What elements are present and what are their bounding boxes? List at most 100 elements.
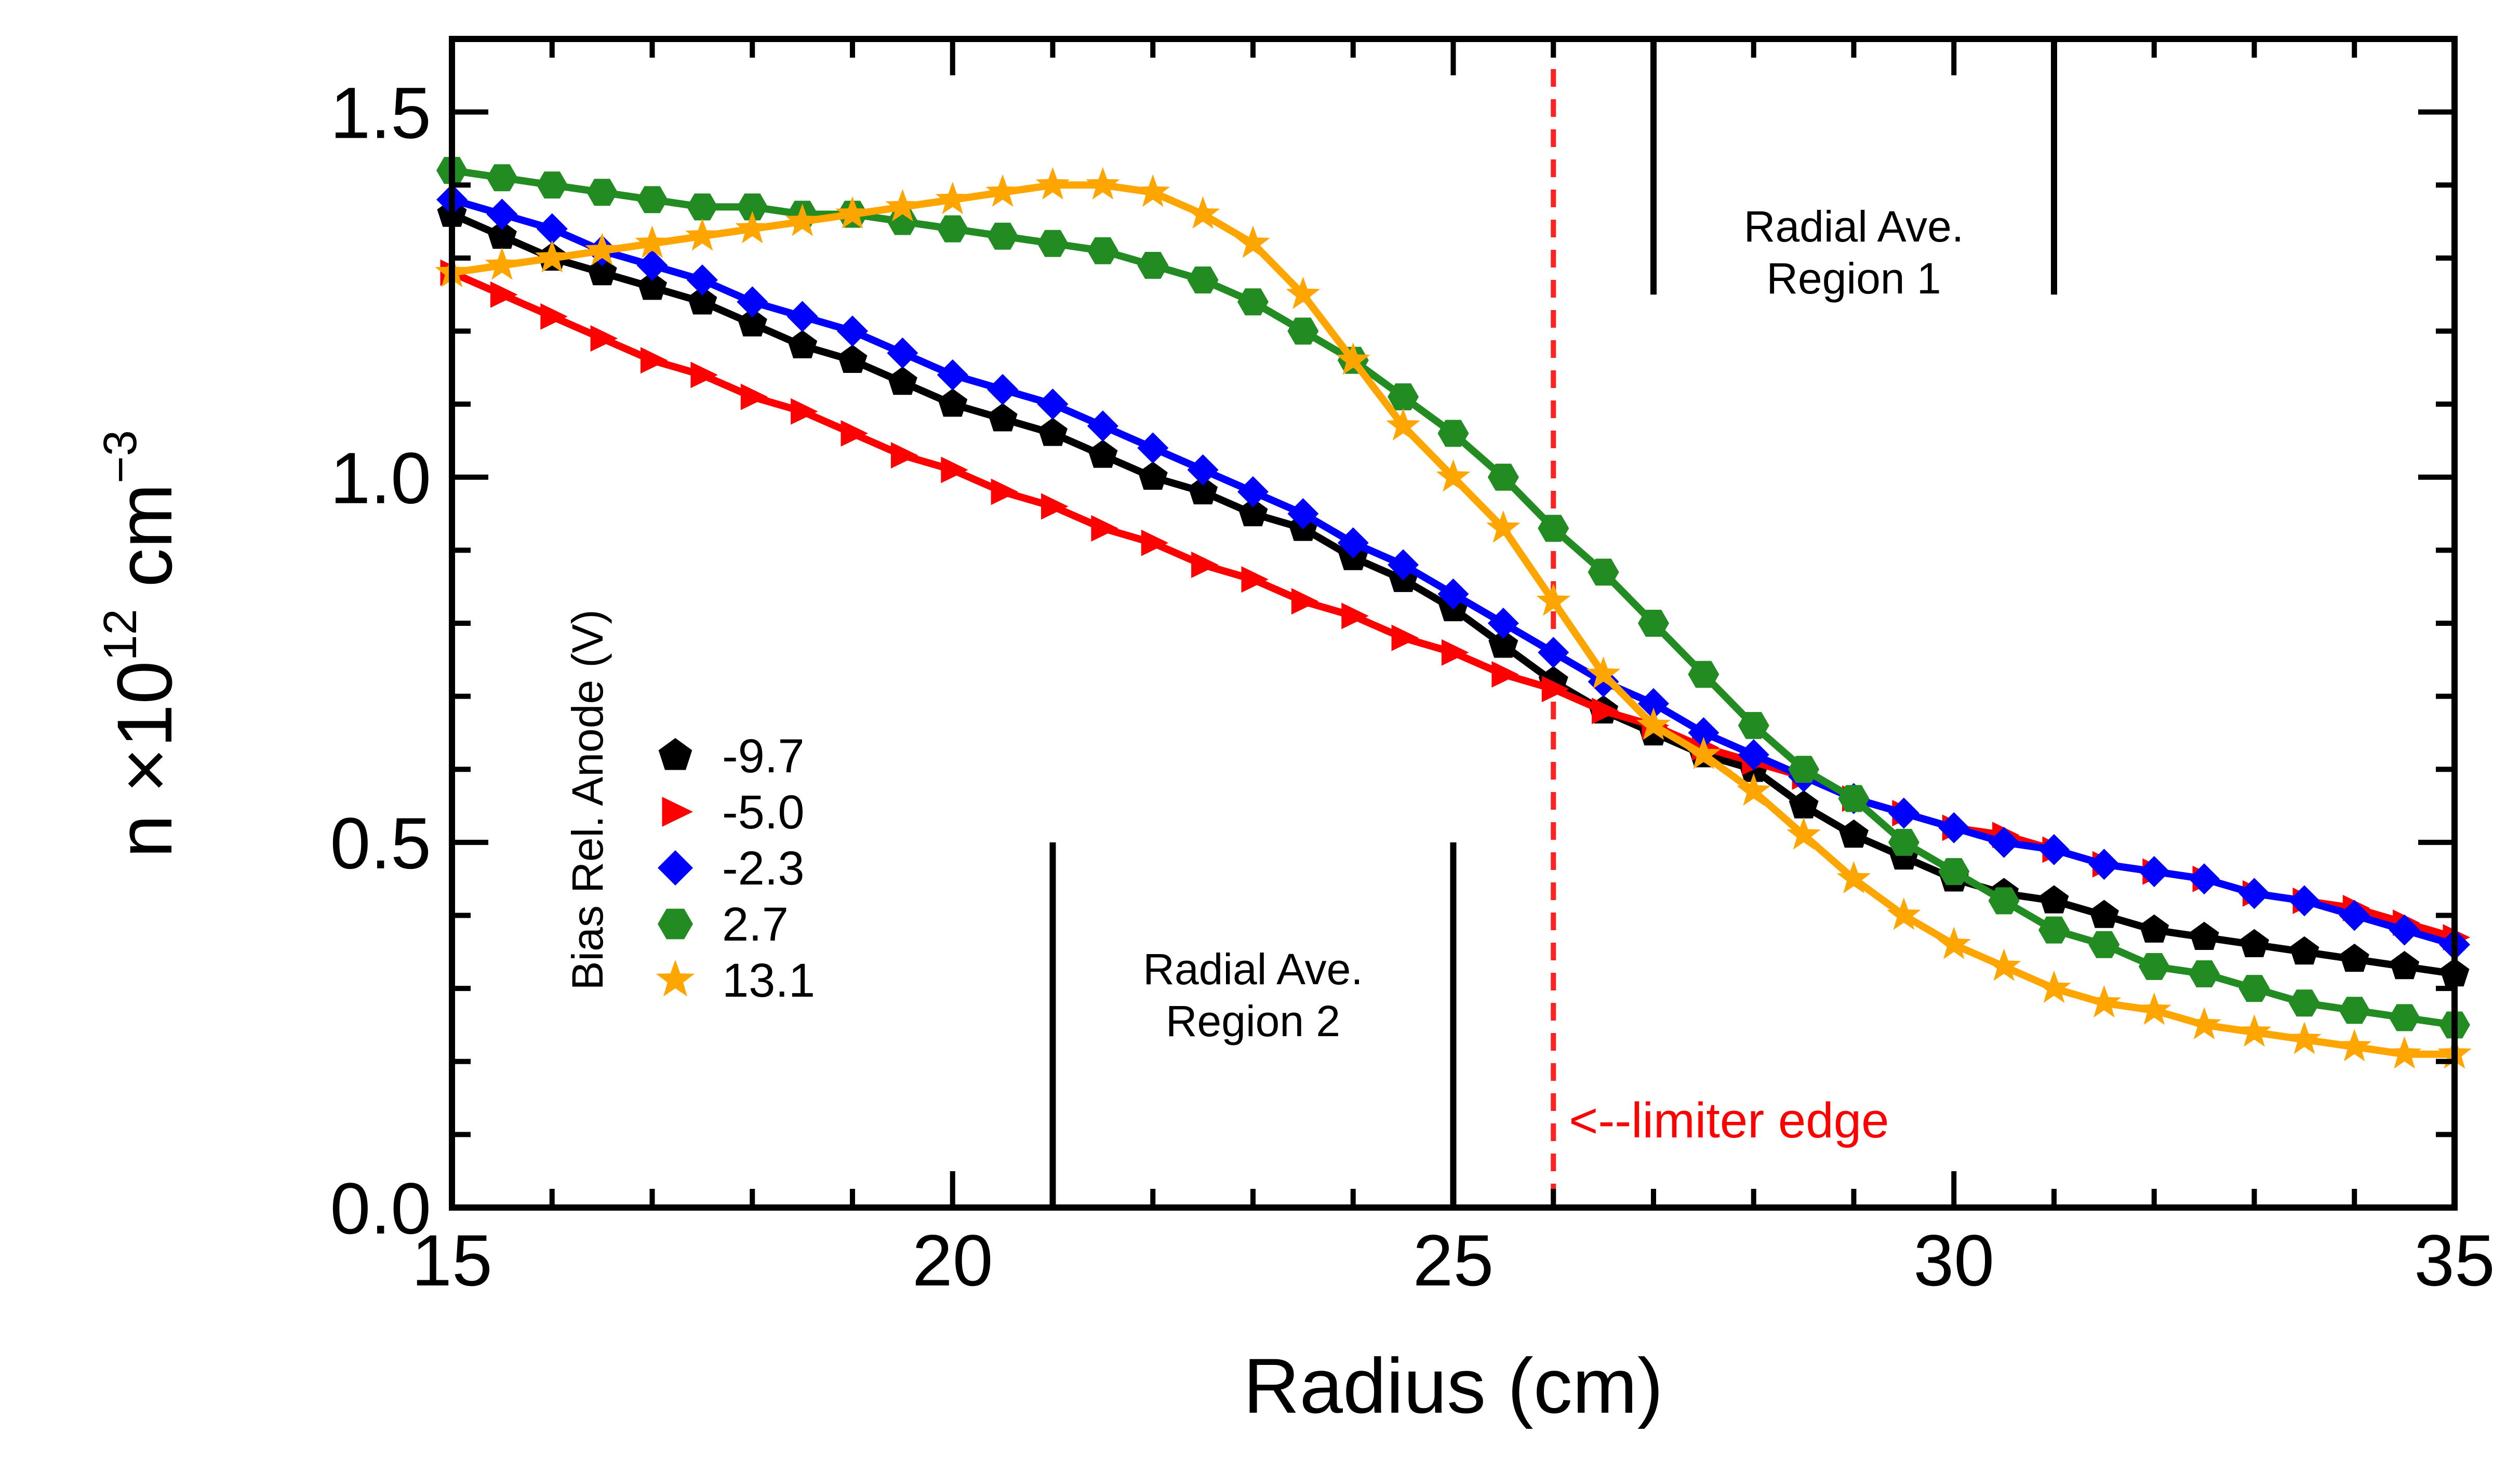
data-point bbox=[636, 249, 668, 281]
region1-label-line2: Region 1 bbox=[1766, 254, 1941, 303]
data-point bbox=[1286, 276, 1321, 310]
data-point bbox=[1436, 459, 1471, 492]
data-point bbox=[586, 179, 618, 206]
data-point bbox=[785, 204, 820, 236]
series--2.3 bbox=[436, 184, 2470, 960]
region2-label-line2: Region 2 bbox=[1166, 997, 1340, 1046]
data-point bbox=[837, 315, 868, 347]
data-point bbox=[841, 420, 868, 447]
data-point bbox=[2038, 834, 2070, 865]
x-tick-label: 15 bbox=[411, 1219, 492, 1301]
data-point bbox=[2239, 929, 2269, 957]
region1-label-line1: Radial Ave. bbox=[1744, 202, 1964, 251]
data-point bbox=[1386, 408, 1420, 441]
data-point bbox=[587, 257, 617, 286]
data-point bbox=[690, 361, 718, 388]
data-point bbox=[2189, 960, 2220, 987]
data-point bbox=[1788, 756, 1820, 783]
legend-marker bbox=[656, 959, 695, 997]
data-point bbox=[2337, 1029, 2372, 1062]
data-point bbox=[987, 222, 1019, 250]
data-point bbox=[1341, 602, 1369, 629]
y-tick-label: 1.5 bbox=[330, 72, 431, 154]
y-axis-title-unit-exponent: −3 bbox=[95, 430, 146, 484]
data-point bbox=[1337, 527, 1369, 559]
data-point bbox=[2238, 878, 2270, 909]
legend-marker bbox=[658, 738, 692, 770]
data-point bbox=[1888, 797, 1919, 829]
data-point bbox=[2389, 914, 2420, 946]
data-point bbox=[2389, 1004, 2420, 1031]
data-point bbox=[637, 272, 667, 300]
data-point bbox=[786, 301, 818, 332]
data-point bbox=[2287, 1022, 2322, 1054]
data-point bbox=[1738, 739, 1769, 771]
data-point bbox=[941, 457, 968, 484]
data-point bbox=[988, 403, 1018, 432]
y-tick-label: 0.5 bbox=[330, 802, 431, 884]
data-point bbox=[1086, 167, 1120, 200]
data-point bbox=[1437, 420, 1469, 447]
data-point bbox=[490, 281, 518, 308]
data-point bbox=[1287, 317, 1319, 345]
legend: -9.7-5.0-2.32.713.1 bbox=[656, 730, 815, 1007]
data-point bbox=[1937, 927, 1971, 959]
data-point bbox=[1442, 639, 1469, 666]
data-point bbox=[1688, 661, 1719, 688]
data-point bbox=[1187, 454, 1219, 486]
limiter-edge-label: <--limiter edge bbox=[1569, 1093, 1889, 1148]
data-point bbox=[1091, 515, 1118, 542]
data-point bbox=[1287, 498, 1319, 530]
data-point bbox=[1938, 858, 1970, 886]
data-point bbox=[635, 225, 670, 258]
data-point bbox=[737, 286, 768, 318]
data-point bbox=[1238, 498, 1268, 527]
data-point bbox=[1491, 661, 1519, 688]
data-point bbox=[887, 366, 917, 395]
data-point bbox=[2339, 997, 2370, 1024]
data-point bbox=[1035, 167, 1070, 200]
data-point bbox=[2288, 989, 2320, 1017]
data-point bbox=[486, 164, 518, 192]
region-markers bbox=[1049, 39, 2057, 1208]
data-point bbox=[1391, 624, 1419, 651]
data-point bbox=[2137, 992, 2171, 1025]
data-point bbox=[1136, 174, 1170, 207]
data-point bbox=[2187, 1007, 2221, 1040]
data-point bbox=[2087, 985, 2122, 1018]
data-point bbox=[1037, 388, 1069, 420]
data-point bbox=[737, 308, 767, 337]
data-point bbox=[2138, 953, 2170, 980]
data-point bbox=[1138, 461, 1168, 490]
data-point bbox=[2339, 943, 2369, 972]
data-point bbox=[636, 186, 668, 213]
x-axis-title: Radius (cm) bbox=[1243, 1342, 1663, 1429]
data-point bbox=[740, 383, 768, 410]
data-point bbox=[1037, 230, 1069, 257]
data-point bbox=[890, 442, 918, 469]
data-point bbox=[1087, 237, 1118, 264]
data-point bbox=[887, 337, 918, 369]
data-point bbox=[2189, 863, 2220, 895]
data-point bbox=[2288, 885, 2320, 917]
data-point bbox=[486, 198, 518, 230]
data-point bbox=[1736, 773, 1771, 806]
data-point bbox=[2088, 931, 2120, 958]
data-point bbox=[641, 347, 668, 374]
data-point bbox=[487, 220, 517, 249]
data-point bbox=[837, 344, 868, 373]
data-point bbox=[1088, 439, 1118, 468]
data-point bbox=[2139, 914, 2169, 943]
data-point bbox=[2238, 975, 2270, 1002]
data-point bbox=[1188, 476, 1218, 505]
data-point bbox=[735, 211, 770, 244]
data-point bbox=[1588, 558, 1619, 586]
series-2.7 bbox=[436, 157, 2470, 1039]
legend-marker bbox=[658, 908, 693, 940]
data-point bbox=[1487, 608, 1519, 639]
data-point bbox=[1638, 610, 1669, 637]
data-point bbox=[987, 374, 1019, 405]
data-point bbox=[1388, 549, 1419, 581]
x-tick-label: 20 bbox=[912, 1219, 993, 1301]
